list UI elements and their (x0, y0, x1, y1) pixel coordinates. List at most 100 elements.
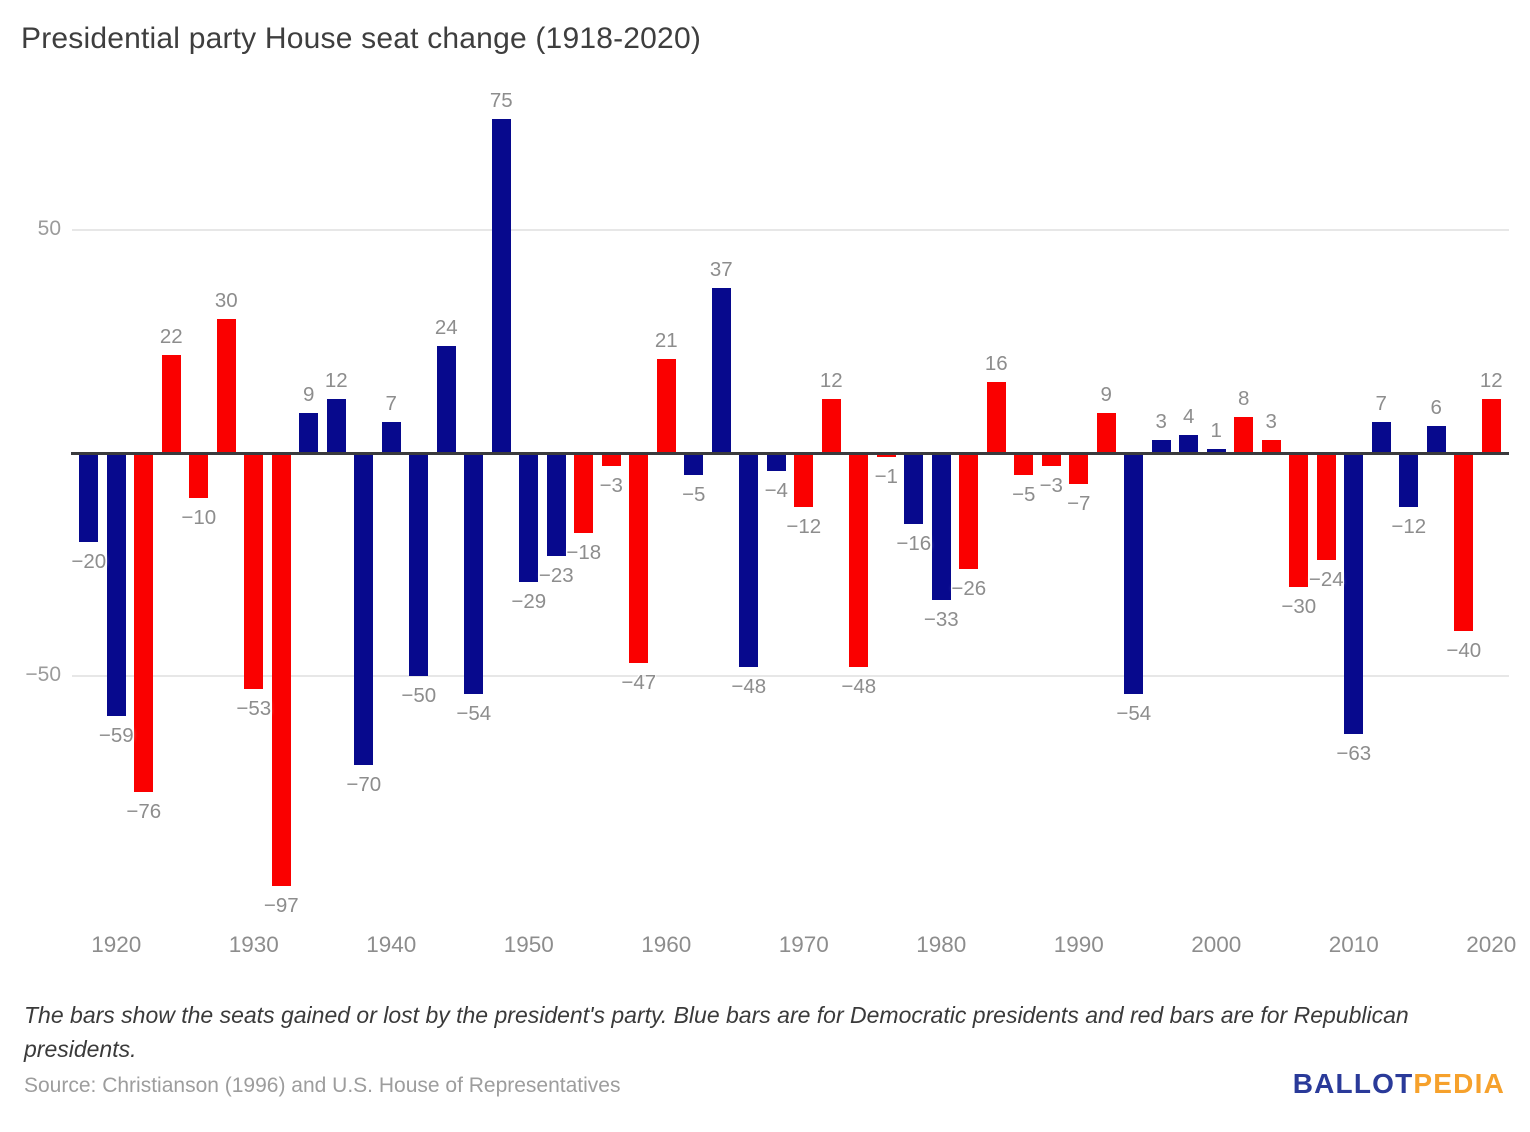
bar-label-1992: 9 (1100, 382, 1112, 406)
bar-label-1952: −23 (538, 563, 574, 587)
bar-label-2012: 7 (1375, 391, 1387, 415)
bar-label-2016: 6 (1430, 396, 1442, 420)
bar-label-1960: 21 (654, 329, 678, 353)
bar-label-2006: −30 (1281, 594, 1317, 618)
bar-1984 (986, 381, 1006, 453)
bar-label-1982: −26 (951, 576, 987, 600)
bar-1962 (684, 453, 704, 476)
bar-1980 (931, 453, 951, 601)
bar-1946 (464, 453, 484, 694)
bar-label-1998: 4 (1183, 405, 1195, 429)
bar-2016 (1426, 426, 1446, 453)
y-tick-50: 50 (37, 217, 61, 240)
bar-1988 (1041, 453, 1061, 467)
bar-1990 (1069, 453, 1089, 485)
bar-label-2008: −24 (1308, 568, 1344, 592)
bar-1926 (189, 453, 209, 498)
bar-label-1968: −4 (764, 478, 788, 502)
bar-1934 (299, 412, 319, 453)
bar-2008 (1316, 453, 1336, 561)
bar-label-1974: −48 (841, 675, 877, 699)
bar-2020 (1481, 399, 1501, 453)
bar-label-1944: 24 (434, 315, 458, 339)
bar-1940 (381, 421, 401, 453)
bar-label-1930: −53 (236, 697, 272, 721)
source-attribution: Source: Christianson (1996) and U.S. Hou… (24, 1074, 621, 1097)
bar-2004 (1261, 439, 1281, 453)
bar-label-2002: 8 (1238, 387, 1250, 411)
bar-1950 (519, 453, 539, 583)
bar-1976 (876, 453, 896, 458)
bar-label-2020: 12 (1479, 369, 1503, 393)
bar-1922 (134, 453, 154, 792)
x-tick-1990: 1990 (1053, 932, 1104, 957)
bar-1974 (849, 453, 869, 668)
bar-1986 (1014, 453, 1034, 476)
x-tick-1980: 1980 (916, 932, 967, 957)
bar-label-1958: −47 (621, 670, 657, 694)
bar-1960 (656, 359, 676, 453)
bar-label-1932: −97 (263, 893, 299, 917)
bar-label-1978: −16 (896, 532, 932, 556)
x-axis-line (71, 451, 1509, 455)
bar-1970 (794, 453, 814, 507)
bar-label-1956: −3 (599, 474, 623, 498)
x-tick-1970: 1970 (778, 932, 829, 957)
gridline-50 (72, 229, 1509, 231)
bar-2000 (1206, 448, 1226, 453)
bar-1994 (1124, 453, 1144, 694)
bar-label-1924: 22 (159, 324, 183, 348)
bar-label-1986: −5 (1012, 483, 1036, 507)
bar-1942 (409, 453, 429, 676)
bar-1938 (354, 453, 374, 766)
x-tick-1940: 1940 (366, 932, 417, 957)
chart-footnote: The bars show the seats gained or lost b… (24, 1002, 1409, 1062)
bar-label-2018: −40 (1446, 639, 1482, 663)
bar-label-1996: 3 (1155, 409, 1167, 433)
bar-label-1970: −12 (786, 514, 822, 538)
bar-2012 (1371, 421, 1391, 453)
bar-1982 (959, 453, 979, 569)
bar-label-1946: −54 (456, 701, 492, 725)
bar-label-2000: 1 (1210, 418, 1222, 442)
x-tick-2010: 2010 (1328, 932, 1379, 957)
bar-label-1966: −48 (731, 675, 767, 699)
bar-1972 (821, 399, 841, 453)
bar-label-1940: 7 (385, 391, 397, 415)
bar-label-1980: −33 (923, 608, 959, 632)
bar-1956 (601, 453, 621, 467)
bar-label-1950: −29 (511, 590, 547, 614)
bar-label-1920: −59 (98, 724, 134, 748)
bar-1930 (244, 453, 264, 690)
bar-2002 (1234, 417, 1254, 453)
x-tick-1920: 1920 (91, 932, 142, 957)
x-tick-2000: 2000 (1191, 932, 1242, 957)
gridline--50 (72, 675, 1509, 677)
bar-1954 (574, 453, 594, 534)
chart-title: Presidential party House seat change (19… (21, 22, 702, 55)
bar-2018 (1454, 453, 1474, 632)
bar-2014 (1399, 453, 1419, 507)
bar-1998 (1179, 435, 1199, 453)
bar-label-1954: −18 (566, 541, 602, 565)
logo-text-ballot: BALLOT (1292, 1068, 1414, 1099)
bar-2006 (1289, 453, 1309, 587)
bar-1964 (711, 287, 731, 453)
bar-1958 (629, 453, 649, 663)
bar-label-1962: −5 (682, 483, 706, 507)
bar-label-1942: −50 (401, 684, 437, 707)
bar-label-1936: 12 (324, 369, 348, 393)
bar-label-1972: 12 (819, 369, 843, 393)
bar-label-2004: 3 (1265, 409, 1277, 433)
bar-1952 (546, 453, 566, 556)
bar-label-1934: 9 (303, 382, 315, 406)
bar-label-1918: −20 (71, 550, 107, 574)
bar-label-1926: −10 (181, 505, 217, 529)
bar-1948 (491, 118, 511, 453)
bar-1996 (1151, 439, 1171, 453)
bar-1966 (739, 453, 759, 668)
bar-label-1984: 16 (984, 351, 1008, 375)
bar-1928 (216, 319, 236, 453)
bar-label-1938: −70 (346, 773, 382, 797)
